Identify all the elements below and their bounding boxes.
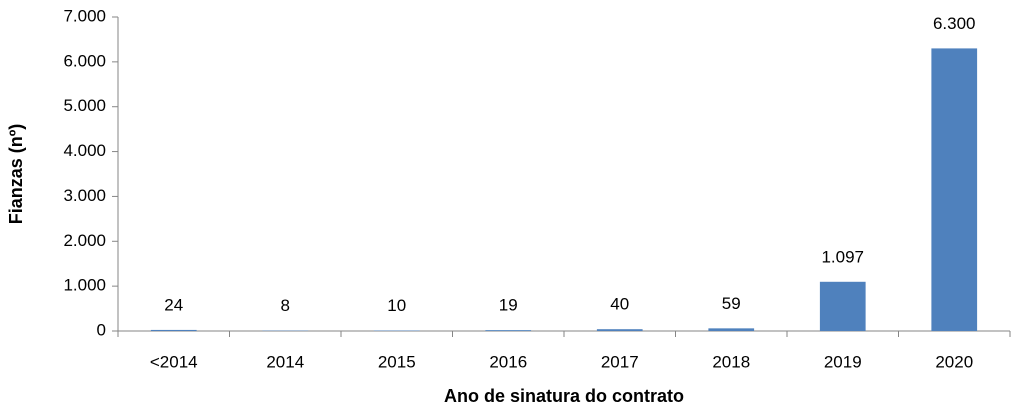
value-label: 10 [387,296,406,315]
bar [485,330,532,331]
y-tick-label: 6.000 [63,51,106,70]
value-label: 59 [722,294,741,313]
value-label: 24 [164,295,183,314]
bar [931,48,978,332]
value-label: 40 [610,295,629,314]
y-tick-label: 2.000 [63,231,106,250]
bar [150,329,197,331]
x-tick-label: 2020 [935,352,973,371]
bar [596,329,643,331]
x-tick-label: <2014 [150,352,198,371]
y-tick-label: 5.000 [63,96,106,115]
x-tick-label: 2014 [266,352,304,371]
bar [819,281,866,331]
x-tick-label: 2017 [601,352,639,371]
bar [708,328,755,331]
x-tick-label: 2016 [489,352,527,371]
y-axis-title: Fianzas (nº) [6,124,26,225]
x-tick-label: 2015 [378,352,416,371]
x-tick-label: 2019 [824,352,862,371]
y-tick-label: 0 [97,320,106,339]
y-tick-label: 1.000 [63,276,106,295]
y-tick-label: 4.000 [63,141,106,160]
x-tick-label: 2018 [712,352,750,371]
x-axis-title: Ano de sinatura do contrato [444,386,684,406]
y-tick-label: 7.000 [63,6,106,25]
value-label: 1.097 [821,247,864,266]
value-label: 6.300 [933,14,976,33]
value-label: 8 [281,296,290,315]
y-tick-label: 3.000 [63,186,106,205]
value-label: 19 [499,296,518,315]
